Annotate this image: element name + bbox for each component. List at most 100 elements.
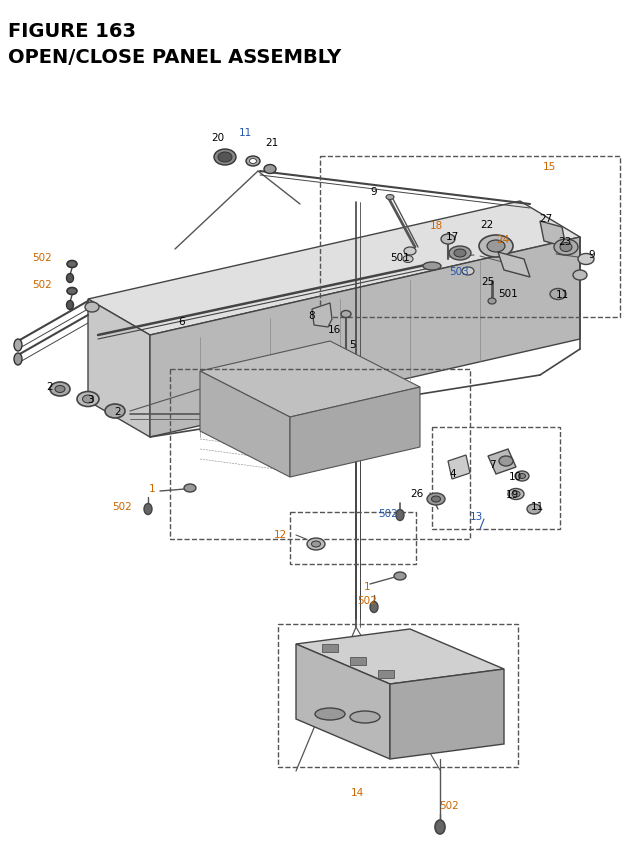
Ellipse shape <box>184 485 196 492</box>
Text: 7: 7 <box>489 460 495 469</box>
Text: 2: 2 <box>115 406 122 417</box>
Text: 18: 18 <box>429 220 443 231</box>
Bar <box>290 512 416 564</box>
Text: 1: 1 <box>364 581 371 592</box>
Ellipse shape <box>499 456 513 467</box>
Text: 502: 502 <box>357 595 377 605</box>
Ellipse shape <box>462 268 474 276</box>
Ellipse shape <box>370 602 378 613</box>
Ellipse shape <box>214 150 236 166</box>
Text: 3: 3 <box>86 394 93 405</box>
Text: 5: 5 <box>349 339 355 350</box>
Ellipse shape <box>394 573 406 580</box>
Ellipse shape <box>560 243 572 252</box>
Ellipse shape <box>341 311 351 318</box>
Text: 6: 6 <box>179 317 186 326</box>
Text: 502: 502 <box>32 253 52 263</box>
Ellipse shape <box>50 382 70 397</box>
Ellipse shape <box>449 247 471 261</box>
Bar <box>278 624 518 767</box>
Text: 1: 1 <box>148 483 156 493</box>
Text: 11: 11 <box>531 501 543 511</box>
Ellipse shape <box>77 392 99 407</box>
Polygon shape <box>200 342 420 418</box>
Polygon shape <box>88 201 580 336</box>
Text: 12: 12 <box>273 530 287 539</box>
Polygon shape <box>200 372 290 478</box>
Ellipse shape <box>85 303 99 313</box>
Polygon shape <box>448 455 470 480</box>
Ellipse shape <box>454 250 466 257</box>
Polygon shape <box>150 238 580 437</box>
Text: 14: 14 <box>350 787 364 797</box>
Ellipse shape <box>67 288 77 295</box>
Ellipse shape <box>441 235 455 245</box>
Text: 10: 10 <box>508 472 522 481</box>
Text: 501: 501 <box>390 253 410 263</box>
Ellipse shape <box>554 239 578 256</box>
Text: 501: 501 <box>498 288 518 299</box>
Text: 17: 17 <box>445 232 459 242</box>
Ellipse shape <box>404 248 416 256</box>
Bar <box>320 157 620 318</box>
Text: 8: 8 <box>308 311 316 320</box>
Text: FIGURE 163: FIGURE 163 <box>8 22 136 41</box>
Ellipse shape <box>527 505 541 514</box>
Ellipse shape <box>67 301 74 310</box>
Text: 502: 502 <box>378 508 398 518</box>
Ellipse shape <box>246 157 260 167</box>
Text: 27: 27 <box>540 214 552 224</box>
Ellipse shape <box>573 270 587 281</box>
Ellipse shape <box>515 472 529 481</box>
Polygon shape <box>390 669 504 759</box>
Text: 21: 21 <box>266 138 278 148</box>
Text: 2: 2 <box>47 381 53 392</box>
Bar <box>170 369 470 539</box>
Ellipse shape <box>550 289 566 300</box>
Ellipse shape <box>427 493 445 505</box>
Ellipse shape <box>350 711 380 723</box>
Polygon shape <box>88 300 150 437</box>
Ellipse shape <box>83 395 93 404</box>
Text: 502: 502 <box>112 501 132 511</box>
Bar <box>432 428 560 530</box>
Text: 502: 502 <box>32 280 52 289</box>
Ellipse shape <box>578 254 594 265</box>
Polygon shape <box>498 253 530 278</box>
Text: 26: 26 <box>410 488 424 499</box>
Polygon shape <box>312 304 332 328</box>
Ellipse shape <box>435 820 445 834</box>
Text: 22: 22 <box>481 220 493 230</box>
Ellipse shape <box>105 405 125 418</box>
Polygon shape <box>296 644 390 759</box>
Polygon shape <box>540 222 566 248</box>
Text: 11: 11 <box>238 127 252 138</box>
Polygon shape <box>488 449 516 474</box>
Ellipse shape <box>14 339 22 351</box>
Ellipse shape <box>396 510 404 521</box>
Ellipse shape <box>67 261 77 268</box>
Ellipse shape <box>312 542 321 548</box>
Ellipse shape <box>487 241 505 253</box>
Text: 9: 9 <box>371 187 378 197</box>
Polygon shape <box>290 387 420 478</box>
Text: 24: 24 <box>497 235 509 245</box>
Ellipse shape <box>518 474 525 479</box>
Text: 19: 19 <box>506 489 518 499</box>
Ellipse shape <box>14 354 22 366</box>
Bar <box>378 670 394 678</box>
Ellipse shape <box>488 299 496 305</box>
Ellipse shape <box>307 538 325 550</box>
Text: 4: 4 <box>450 468 456 479</box>
Text: 11: 11 <box>556 289 568 300</box>
Text: 16: 16 <box>328 325 340 335</box>
Ellipse shape <box>431 497 440 503</box>
Ellipse shape <box>423 263 441 270</box>
Ellipse shape <box>508 489 524 500</box>
Ellipse shape <box>315 709 345 720</box>
Ellipse shape <box>264 165 276 174</box>
Text: 503: 503 <box>449 267 469 276</box>
Ellipse shape <box>479 236 513 257</box>
Polygon shape <box>296 629 504 684</box>
Ellipse shape <box>218 152 232 163</box>
